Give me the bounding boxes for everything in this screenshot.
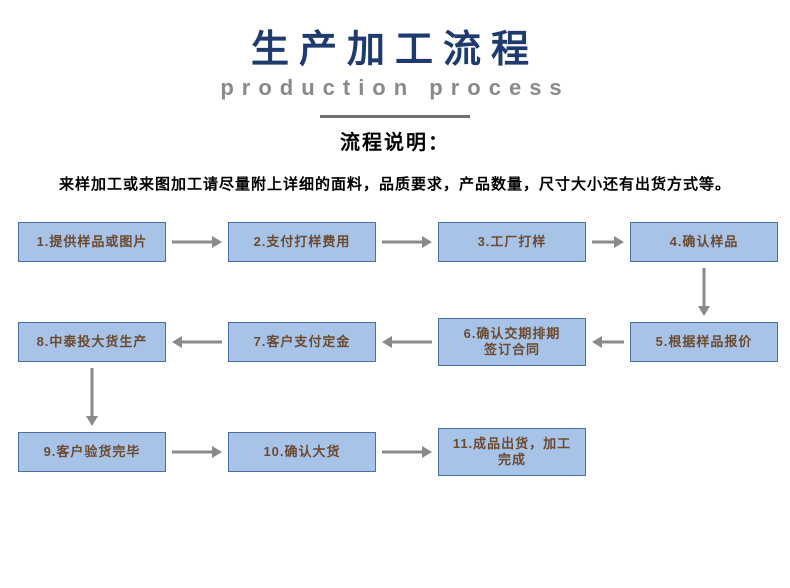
arrow-right-icon: [592, 234, 624, 250]
flow-node-n2: 2.支付打样费用: [228, 222, 376, 262]
arrow-down-icon: [84, 368, 100, 426]
flow-node-n7: 7.客户支付定金: [228, 322, 376, 362]
flow-node-n4: 4.确认样品: [630, 222, 778, 262]
flow-node-n3: 3.工厂打样: [438, 222, 586, 262]
divider: [320, 115, 470, 118]
arrow-right-icon: [382, 234, 432, 250]
arrow-left-icon: [592, 334, 624, 350]
arrow-left-icon: [172, 334, 222, 350]
section-label: 流程说明：: [0, 126, 790, 155]
arrow-right-icon: [172, 444, 222, 460]
main-title: 生产加工流程: [0, 18, 790, 73]
flow-node-n6: 6.确认交期排期 签订合同: [438, 318, 586, 366]
flow-node-n5: 5.根据样品报价: [630, 322, 778, 362]
flow-node-n1: 1.提供样品或图片: [18, 222, 166, 262]
arrow-left-icon: [382, 334, 432, 350]
description-text: 来样加工或来图加工请尽量附上详细的面料，品质要求，产品数量，尺寸大小还有出货方式…: [0, 173, 790, 194]
flow-node-n11: 11.成品出货，加工 完成: [438, 428, 586, 476]
arrow-right-icon: [382, 444, 432, 460]
flow-node-n8: 8.中泰投大货生产: [18, 322, 166, 362]
sub-title: production process: [0, 75, 790, 101]
flow-node-n9: 9.客户验货完毕: [18, 432, 166, 472]
flow-node-n10: 10.确认大货: [228, 432, 376, 472]
arrow-down-icon: [696, 268, 712, 316]
arrow-right-icon: [172, 234, 222, 250]
